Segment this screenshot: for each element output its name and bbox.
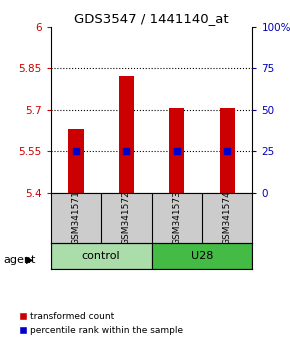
Bar: [68, 129, 84, 193]
Text: GSM341574: GSM341574: [223, 190, 232, 245]
Title: GDS3547 / 1441140_at: GDS3547 / 1441140_at: [74, 12, 229, 25]
Text: control: control: [82, 251, 120, 261]
Text: GSM341572: GSM341572: [122, 190, 131, 245]
Text: GSM341573: GSM341573: [172, 190, 181, 245]
Text: GSM341571: GSM341571: [71, 190, 80, 245]
Bar: [119, 76, 134, 193]
Text: agent: agent: [3, 255, 35, 265]
Bar: [220, 108, 235, 193]
Bar: [169, 108, 184, 193]
Legend: transformed count, percentile rank within the sample: transformed count, percentile rank withi…: [19, 313, 183, 335]
Text: U28: U28: [191, 251, 213, 261]
Bar: [51, 243, 152, 269]
Bar: [152, 243, 252, 269]
Text: ▶: ▶: [26, 255, 34, 265]
